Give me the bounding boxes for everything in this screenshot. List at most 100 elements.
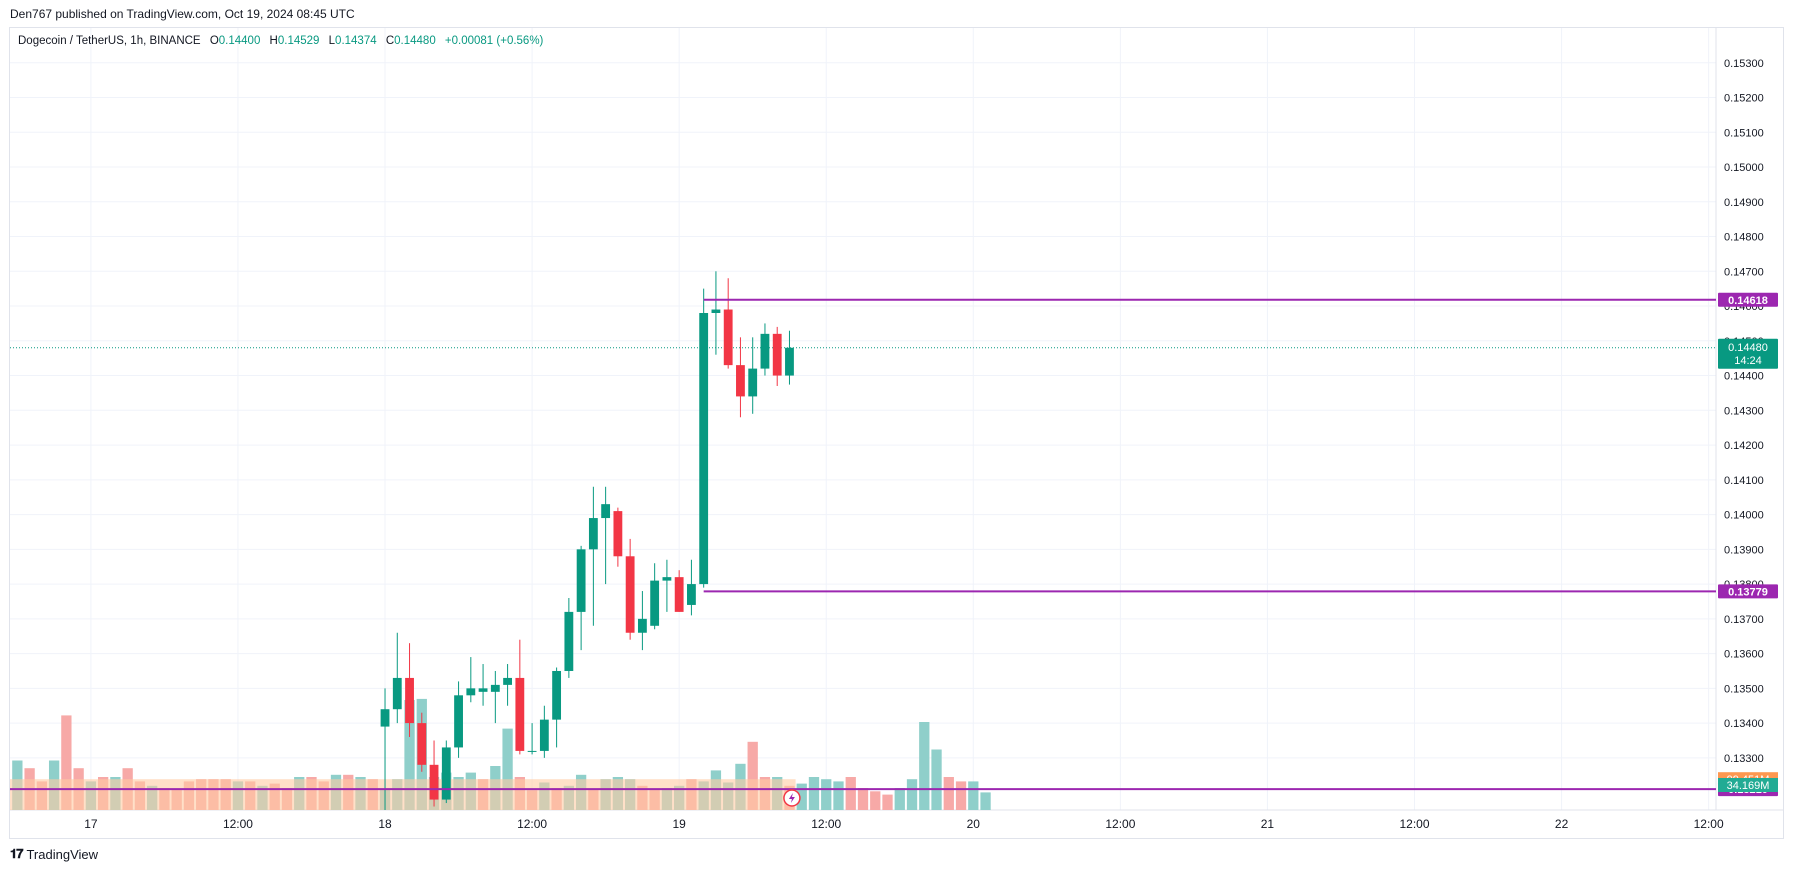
- candle-body: [490, 684, 500, 692]
- candle-body: [601, 504, 611, 519]
- candle-body: [772, 333, 782, 376]
- candle-body: [760, 333, 770, 369]
- volume-bar: [821, 779, 832, 810]
- chart-frame[interactable]: [9, 27, 1784, 839]
- y-tick-label: 0.13600: [1724, 649, 1764, 661]
- candle-body: [625, 556, 635, 633]
- level-price-label: 0.14618: [1728, 295, 1768, 307]
- volume-bar: [894, 788, 905, 810]
- candle-body: [736, 365, 745, 397]
- candle-body: [711, 309, 721, 313]
- bolt-glyph-icon: [788, 793, 795, 803]
- tradingview-footer[interactable]: 𝟏𝟕 TradingView: [10, 846, 98, 862]
- candle-body: [392, 677, 402, 710]
- candle-body: [785, 347, 794, 376]
- close-label: C: [385, 35, 395, 47]
- candle-body: [576, 549, 586, 612]
- candle-body: [466, 688, 476, 696]
- volume-bar: [833, 781, 844, 810]
- volume-bar: [955, 781, 967, 810]
- level-price-label: 0.13779: [1728, 586, 1768, 598]
- symbol-name[interactable]: Dogecoin / TetherUS, 1h, BINANCE: [18, 35, 201, 47]
- y-tick-label: 0.15300: [1724, 58, 1764, 70]
- volume-ma-area: [10, 779, 796, 810]
- volume-bar: [747, 741, 758, 810]
- x-tick-label: 21: [1261, 817, 1275, 831]
- tradingview-logo-icon: 𝟏𝟕: [10, 846, 24, 861]
- candle-body: [454, 695, 463, 748]
- candle-body: [405, 677, 414, 724]
- volume-bar: [906, 779, 918, 810]
- y-tick-label: 0.14300: [1724, 405, 1764, 417]
- level-price-tag: [1718, 584, 1778, 599]
- y-tick-label: 0.15100: [1724, 127, 1764, 139]
- open-label: O: [209, 35, 219, 47]
- low-label: L: [328, 35, 336, 47]
- volume-current-tag: [1718, 778, 1778, 792]
- x-tick-label: 12:00: [811, 817, 841, 831]
- volume-bar: [796, 783, 807, 810]
- candle-body: [380, 709, 390, 727]
- y-tick-label: 0.14400: [1724, 371, 1764, 383]
- candle-body: [417, 723, 427, 765]
- candle-body: [429, 764, 439, 800]
- y-tick-label: 0.15000: [1724, 162, 1764, 174]
- y-tick-label: 0.13500: [1724, 683, 1764, 695]
- volume-bar: [502, 728, 513, 810]
- candle-body: [637, 618, 647, 633]
- high-value: 0.14529: [277, 35, 320, 47]
- volume-current-label: 34.169M: [1727, 780, 1770, 792]
- x-tick-label: 17: [84, 817, 98, 831]
- y-tick-label: 0.14800: [1724, 232, 1764, 244]
- volume-bar: [980, 792, 991, 810]
- candle-body: [441, 747, 451, 800]
- volume-bar: [919, 722, 930, 810]
- bar-countdown-label: 14:24: [1734, 355, 1762, 367]
- candle-body: [650, 580, 660, 626]
- volume-bar: [808, 777, 820, 810]
- x-tick-label: 18: [378, 817, 392, 831]
- x-tick-label: 12:00: [517, 817, 547, 831]
- candle-body: [662, 577, 672, 581]
- candle-body: [748, 368, 758, 397]
- candle-body: [588, 518, 598, 550]
- low-value: 0.14374: [335, 35, 377, 47]
- y-tick-label: 0.14100: [1724, 475, 1764, 487]
- candle-body: [503, 677, 512, 685]
- candle-body: [527, 750, 537, 752]
- tradingview-brand: TradingView: [26, 846, 99, 862]
- close-value: 0.14480: [394, 35, 436, 47]
- y-tick-label: 0.15200: [1724, 93, 1764, 105]
- candle-body: [674, 577, 684, 612]
- candle-body: [687, 584, 696, 605]
- candle-body: [699, 312, 709, 585]
- x-tick-label: 22: [1555, 817, 1569, 831]
- level-price-tag: [1718, 292, 1778, 307]
- x-tick-label: 12:00: [1105, 817, 1135, 831]
- candle-body: [723, 309, 733, 366]
- volume-bar: [943, 777, 954, 810]
- volume-bar: [931, 749, 942, 810]
- y-tick-label: 0.14200: [1724, 440, 1764, 452]
- volume-bar: [857, 788, 869, 810]
- volume-bar: [404, 700, 415, 810]
- volume-bar: [845, 777, 856, 810]
- change-value: +0.00081 (+0.56%): [444, 35, 544, 47]
- y-tick-label: 0.13700: [1724, 614, 1764, 626]
- x-tick-label: 20: [967, 817, 981, 831]
- x-tick-label: 12:00: [1399, 817, 1429, 831]
- candle-body: [515, 677, 525, 751]
- last-price-label: 0.14480: [1728, 342, 1768, 354]
- high-label: H: [269, 35, 278, 47]
- volume-bar: [968, 781, 979, 810]
- y-tick-label: 0.13900: [1724, 544, 1764, 556]
- publisher-line: Den767 published on TradingView.com, Oct…: [10, 7, 355, 21]
- open-value: 0.14400: [218, 35, 261, 47]
- y-tick-label: 0.14700: [1724, 266, 1764, 278]
- volume-bar: [870, 791, 881, 810]
- symbol-legend: Dogecoin / TetherUS, 1h, BINANCE O0.1440…: [18, 35, 549, 47]
- candle-body: [478, 688, 488, 692]
- last-price-tag: [1718, 338, 1778, 369]
- volume-bar: [61, 715, 72, 810]
